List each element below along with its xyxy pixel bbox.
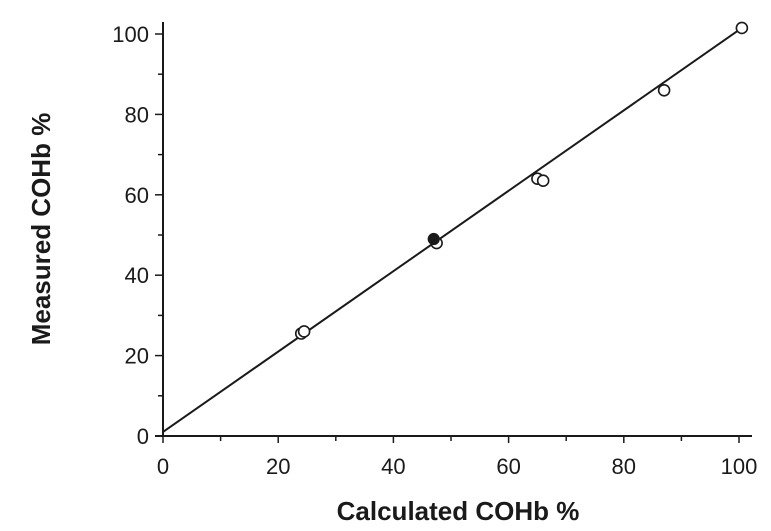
open-data-point <box>536 174 550 188</box>
y-tick-label: 0 <box>137 424 149 449</box>
x-tick-label: 20 <box>266 454 290 479</box>
x-axis-title: Calculated COHb % <box>337 496 580 526</box>
y-tick-label: 20 <box>125 344 149 369</box>
regression-line <box>162 29 740 433</box>
y-axis-title: Measured COHb % <box>26 113 56 346</box>
y-tick-label: 100 <box>112 22 149 47</box>
x-tick-label: 60 <box>496 454 520 479</box>
y-tick-label: 60 <box>125 183 149 208</box>
open-data-point <box>297 325 311 338</box>
open-data-point <box>657 83 671 97</box>
fit-line-group <box>162 29 740 433</box>
data-points <box>294 21 749 340</box>
y-ticks: 0 20 40 60 80 100 <box>112 22 163 449</box>
open-data-point <box>735 21 749 35</box>
y-tick-label: 80 <box>125 102 149 127</box>
x-ticks: 0 20 40 60 80 100 <box>157 436 757 479</box>
y-tick-label: 40 <box>125 263 149 288</box>
y-axis: 0 20 40 60 80 100 <box>112 22 164 449</box>
x-tick-label: 40 <box>381 454 405 479</box>
x-tick-label: 0 <box>157 454 169 479</box>
x-tick-label: 80 <box>612 454 636 479</box>
x-axis: 0 20 40 60 80 100 <box>155 435 757 479</box>
filled-data-point <box>427 232 440 246</box>
x-tick-label: 100 <box>721 454 758 479</box>
